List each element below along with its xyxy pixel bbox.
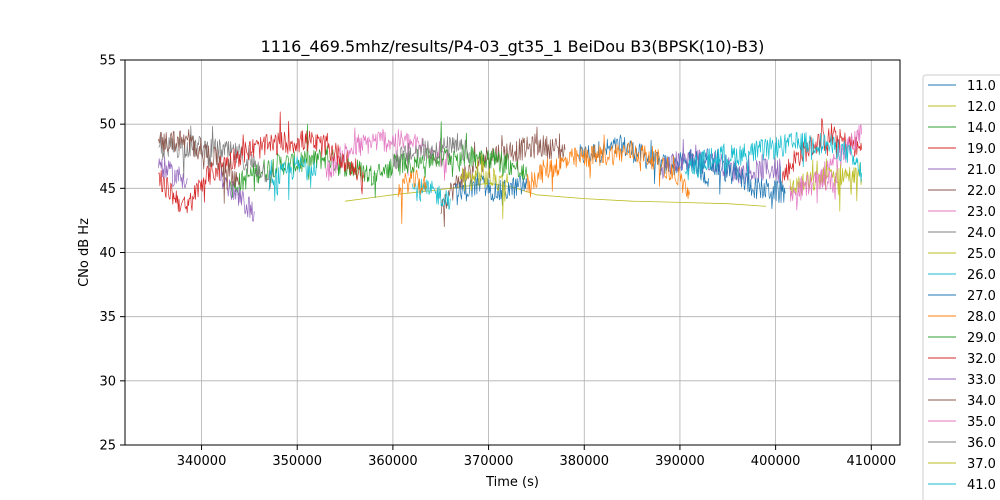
series-line xyxy=(220,167,255,222)
legend-item: 41.0 xyxy=(928,478,996,493)
series-21.0 xyxy=(660,138,781,185)
series-line xyxy=(440,126,566,228)
legend-label: 25.0 xyxy=(967,247,996,262)
series-line xyxy=(345,182,767,207)
y-tick-label: 40 xyxy=(99,246,116,261)
legend-label: 33.0 xyxy=(967,373,996,388)
series-line xyxy=(158,156,188,189)
plot-series xyxy=(158,111,863,228)
x-tick-label: 340000 xyxy=(177,454,227,469)
legend-item: 32.0 xyxy=(928,352,996,367)
legend-label: 12.0 xyxy=(967,100,996,115)
legend-label: 27.0 xyxy=(967,289,996,304)
legend-item: 22.0 xyxy=(928,184,996,199)
legend-item: 36.0 xyxy=(928,436,996,451)
legend-item: 21.0 xyxy=(928,163,996,178)
legend-label: 22.0 xyxy=(967,184,996,199)
grid xyxy=(125,59,900,446)
y-axis-ticks: 25 30 35 40 45 50 55 xyxy=(99,54,125,454)
series-12.0 xyxy=(345,182,767,207)
legend-item: 24.0 xyxy=(928,226,996,241)
series-33.0 xyxy=(158,156,255,222)
legend-item: 14.0 xyxy=(928,121,996,136)
legend-label: 28.0 xyxy=(967,310,996,325)
series-27.0 xyxy=(454,148,786,210)
legend-label: 36.0 xyxy=(967,436,996,451)
series-line xyxy=(660,138,781,185)
legend: 11.0 12.0 14.0 19.0 21.0 22.0 23.0 24.0 25.0 26.0… xyxy=(922,74,1000,500)
series-35.0 xyxy=(789,170,839,211)
series-37.0 xyxy=(459,153,509,220)
y-tick-label: 45 xyxy=(99,182,116,197)
series-line xyxy=(268,156,317,202)
legend-label: 23.0 xyxy=(967,205,996,220)
series-line xyxy=(229,123,375,198)
series-line xyxy=(158,129,241,204)
legend-item: 19.0 xyxy=(928,142,996,157)
y-tick-label: 25 xyxy=(99,439,116,454)
legend-item: 29.0 xyxy=(928,331,996,346)
series-32.0 xyxy=(158,111,365,214)
legend-label: 19.0 xyxy=(967,142,996,157)
y-tick-label: 50 xyxy=(99,118,116,133)
legend-label: 14.0 xyxy=(967,121,996,136)
series-22.0 xyxy=(440,126,566,228)
legend-label: 32.0 xyxy=(967,352,996,367)
legend-item: 12.0 xyxy=(928,100,996,115)
legend-label: 24.0 xyxy=(967,226,996,241)
legend-item: 33.0 xyxy=(928,373,996,388)
legend-item: 11.0 xyxy=(928,79,996,94)
y-tick-label: 55 xyxy=(99,54,116,69)
series-41.0 xyxy=(684,131,863,183)
legend-item: 26.0 xyxy=(928,268,996,283)
legend-label: 26.0 xyxy=(967,268,996,283)
x-tick-label: 360000 xyxy=(368,454,418,469)
x-axis-ticks: 340000 350000 360000 370000 380000 390000 4000… xyxy=(177,445,896,469)
y-tick-label: 35 xyxy=(99,310,116,325)
legend-label: 37.0 xyxy=(967,457,996,472)
legend-item: 34.0 xyxy=(928,394,996,409)
series-34.0 xyxy=(158,129,241,204)
series-line xyxy=(411,178,451,210)
legend-label: 41.0 xyxy=(967,478,996,493)
x-tick-label: 410000 xyxy=(846,454,896,469)
series-line xyxy=(684,131,863,183)
series-line xyxy=(325,127,451,181)
x-tick-label: 380000 xyxy=(559,454,609,469)
series-line xyxy=(689,148,786,210)
x-tick-label: 390000 xyxy=(655,454,705,469)
x-tick-label: 350000 xyxy=(272,454,322,469)
legend-label: 34.0 xyxy=(967,394,996,409)
legend-item: 35.0 xyxy=(928,415,996,430)
y-tick-label: 30 xyxy=(99,374,116,389)
legend-label: 11.0 xyxy=(967,79,996,94)
series-line xyxy=(526,134,690,200)
legend-label: 21.0 xyxy=(967,163,996,178)
series-36.0 xyxy=(392,132,470,170)
y-axis-label: CNo dB Hz xyxy=(77,218,92,287)
series-line xyxy=(392,132,470,170)
series-14.0 xyxy=(229,123,375,198)
legend-item: 28.0 xyxy=(928,310,996,325)
legend-item: 25.0 xyxy=(928,247,996,262)
series-line xyxy=(454,168,528,206)
legend-label: 29.0 xyxy=(967,331,996,346)
legend-item: 37.0 xyxy=(928,457,996,472)
series-line xyxy=(459,153,509,220)
x-axis-label: Time (s) xyxy=(485,475,539,490)
legend-item: 23.0 xyxy=(928,205,996,220)
series-line xyxy=(158,111,365,214)
legend-label: 35.0 xyxy=(967,415,996,430)
legend-item: 27.0 xyxy=(928,289,996,304)
x-tick-label: 370000 xyxy=(464,454,514,469)
series-line xyxy=(789,170,839,211)
series-line xyxy=(397,166,427,224)
legend-frame xyxy=(922,74,1000,500)
chart-title: 1116_469.5mhz/results/P4-03_gt35_1 BeiDo… xyxy=(261,37,765,57)
x-tick-label: 400000 xyxy=(751,454,801,469)
